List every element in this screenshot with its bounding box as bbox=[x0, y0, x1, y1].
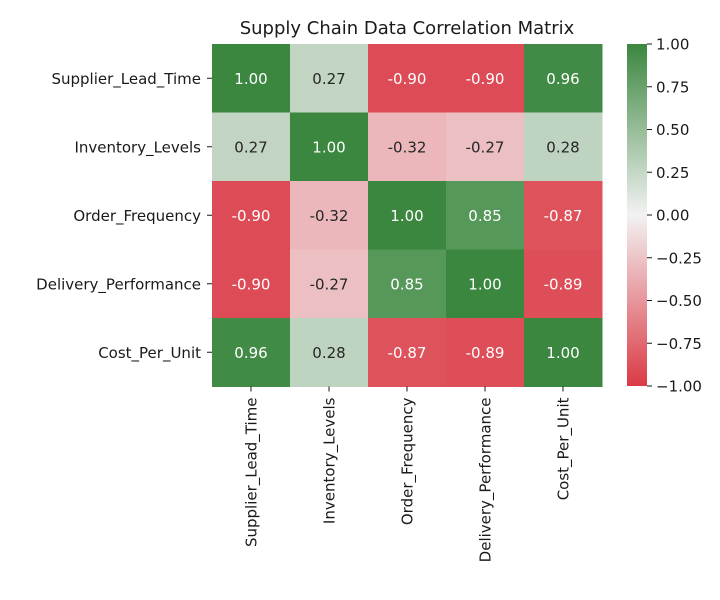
heatmap-cell bbox=[446, 112, 525, 182]
cell-value-label: 1.00 bbox=[546, 344, 579, 362]
y-tick-label: Order_Frequency bbox=[73, 207, 201, 226]
heatmap-cell bbox=[524, 249, 603, 319]
cell-value-label: 0.28 bbox=[546, 138, 579, 156]
cell-value-label: -0.89 bbox=[466, 344, 505, 362]
heatmap-cell bbox=[212, 249, 291, 319]
colorbar-tick-label: 0.75 bbox=[656, 78, 689, 96]
heatmap-cell bbox=[524, 112, 603, 182]
cell-value-label: 0.85 bbox=[468, 207, 501, 225]
heatmap-cell bbox=[290, 181, 369, 250]
x-axis-tick-labels: Supplier_Lead_Time Inventory_Levels Order_… bbox=[243, 386, 574, 563]
y-axis-tick-labels: Supplier_Lead_Time Inventory_Levels Order_… bbox=[36, 70, 212, 363]
heatmap-cell bbox=[368, 318, 447, 387]
heatmap-grid: 1.00 0.27 -0.90 -0.90 0.96 0.27 1.00 -0.32 -0.27… bbox=[212, 44, 603, 387]
x-tick-label: Cost_Per_Unit bbox=[555, 397, 574, 500]
cell-value-label: -0.32 bbox=[310, 207, 349, 225]
cell-value-label: 1.00 bbox=[312, 138, 345, 156]
heatmap-cell bbox=[446, 181, 525, 250]
heatmap-cell bbox=[368, 181, 447, 250]
cell-value-label: -0.27 bbox=[466, 138, 505, 156]
cell-value-label: -0.90 bbox=[232, 207, 271, 225]
heatmap-cell bbox=[368, 112, 447, 182]
heatmap-cell bbox=[212, 181, 291, 250]
heatmap-cell bbox=[290, 112, 369, 182]
x-tick-label: Supplier_Lead_Time bbox=[243, 398, 262, 548]
cell-value-label: -0.32 bbox=[388, 138, 427, 156]
heatmap-cell bbox=[446, 249, 525, 319]
heatmap-cell bbox=[524, 318, 603, 387]
heatmap-cell bbox=[212, 318, 291, 387]
heatmap-cell bbox=[368, 249, 447, 319]
colorbar-tick-label: −1.00 bbox=[656, 378, 702, 396]
cell-value-label: -0.90 bbox=[388, 70, 427, 88]
cell-value-label: 0.27 bbox=[234, 138, 267, 156]
colorbar-tick-label: 0.50 bbox=[656, 121, 689, 139]
colorbar-tick-label: 1.00 bbox=[656, 36, 689, 54]
x-tick-label: Delivery_Performance bbox=[477, 398, 496, 563]
heatmap-cell bbox=[524, 44, 603, 113]
heatmap-cell bbox=[290, 249, 369, 319]
cell-value-label: 0.28 bbox=[312, 344, 345, 362]
cell-value-label: -0.90 bbox=[232, 275, 271, 293]
cell-value-label: 0.27 bbox=[312, 70, 345, 88]
heatmap-cell bbox=[290, 318, 369, 387]
chart-title: Supply Chain Data Correlation Matrix bbox=[240, 18, 575, 39]
heatmap-cell bbox=[446, 44, 525, 113]
y-tick-label: Delivery_Performance bbox=[36, 275, 201, 294]
cell-value-label: -0.27 bbox=[310, 275, 349, 293]
cell-value-label: 0.96 bbox=[546, 70, 579, 88]
x-tick-label: Inventory_Levels bbox=[321, 397, 340, 524]
heatmap-cell bbox=[290, 44, 369, 113]
cell-value-label: 1.00 bbox=[468, 275, 501, 293]
cell-value-label: 0.85 bbox=[390, 275, 423, 293]
colorbar-tick-label: 0.00 bbox=[656, 207, 689, 225]
cell-value-label: -0.89 bbox=[544, 275, 583, 293]
heatmap-cell bbox=[368, 44, 447, 113]
cell-value-label: -0.90 bbox=[466, 70, 505, 88]
y-tick-label: Supplier_Lead_Time bbox=[51, 70, 201, 89]
y-tick-label: Inventory_Levels bbox=[74, 138, 201, 157]
cell-value-label: -0.87 bbox=[544, 207, 583, 225]
y-tick-label: Cost_Per_Unit bbox=[98, 344, 201, 363]
cell-value-label: 1.00 bbox=[234, 70, 267, 88]
colorbar-gradient bbox=[627, 44, 647, 386]
colorbar-tick-label: −0.75 bbox=[656, 335, 702, 353]
heatmap-cell bbox=[212, 112, 291, 182]
heatmap-cell bbox=[524, 181, 603, 250]
heatmap-cell bbox=[446, 318, 525, 387]
heatmap-cell bbox=[212, 44, 291, 113]
cell-value-label: 0.96 bbox=[234, 344, 267, 362]
cell-value-label: -0.87 bbox=[388, 344, 427, 362]
colorbar-tick-label: −0.50 bbox=[656, 292, 702, 310]
x-tick-label: Order_Frequency bbox=[399, 397, 418, 525]
colorbar-tick-label: 0.25 bbox=[656, 164, 689, 182]
cell-value-label: 1.00 bbox=[390, 207, 423, 225]
colorbar: 1.00 0.75 0.50 0.25 0.00 −0.25 −0.50 −0.75 −1.00 bbox=[627, 36, 702, 396]
colorbar-tick-label: −0.25 bbox=[656, 249, 702, 267]
